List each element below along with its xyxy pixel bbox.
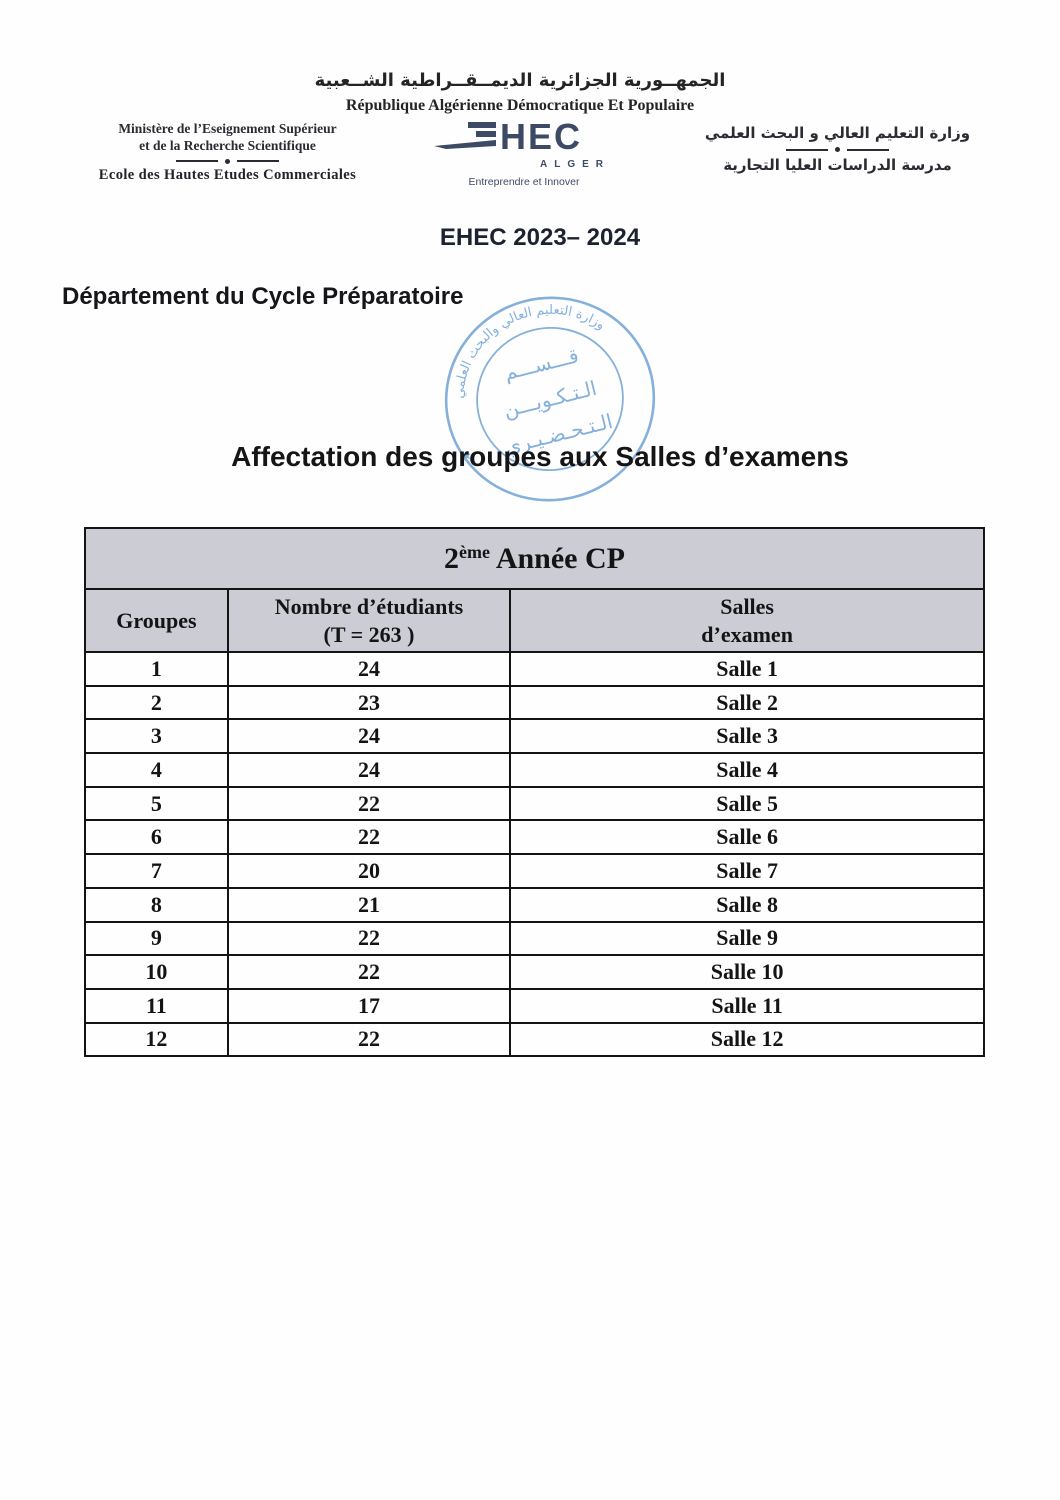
groupe-cell: 1 <box>84 651 229 687</box>
ministry-name-arabic: وزارة التعليم العالي و البحث العلمي <box>704 124 971 142</box>
logo-city-label: ALGER <box>540 159 610 170</box>
table-header-row: Groupes Nombre d’étudiants (T = 263 ) Sa… <box>84 588 985 653</box>
table-row: 12 22 Salle 12 <box>84 1021 985 1058</box>
nombre-cell: 22 <box>226 819 512 856</box>
table-title-row: 2ème Année CP <box>84 527 985 590</box>
table-row: 6 22 Salle 6 <box>84 819 985 856</box>
table-body: 1 24 Salle 1 2 23 Salle 2 3 24 Salle 3 4… <box>84 651 985 1058</box>
table-row: 4 24 Salle 4 <box>84 752 985 788</box>
official-stamp: وزارة التعليم العالي والبحث العلمي قـــس… <box>436 288 656 502</box>
groupe-cell: 10 <box>84 954 229 990</box>
department-title: Département du Cycle Préparatoire <box>62 283 464 310</box>
table-title: 2ème Année CP <box>84 527 985 590</box>
nombre-cell: 24 <box>226 752 512 788</box>
nombre-cell: 22 <box>226 954 512 990</box>
divider-dot <box>835 147 840 152</box>
table-row: 2 23 Salle 2 <box>84 684 985 721</box>
divider-line <box>176 160 218 163</box>
stamp-outer-ring <box>444 296 656 502</box>
ehec-logo-mark: HEC <box>434 116 582 157</box>
salle-cell: Salle 10 <box>509 954 985 990</box>
salle-cell: Salle 9 <box>509 920 985 957</box>
divider-dot <box>225 158 230 164</box>
table-row: 1 24 Salle 1 <box>84 651 985 687</box>
nombre-cell: 22 <box>226 1021 512 1058</box>
logo-text: HEC <box>500 116 582 157</box>
groupe-cell: 7 <box>84 853 229 889</box>
nombre-cell: 24 <box>226 651 512 687</box>
groupe-cell: 3 <box>84 718 229 755</box>
nombre-cell: 24 <box>226 718 512 755</box>
salle-cell: Salle 12 <box>509 1021 985 1058</box>
divider-line <box>847 148 889 151</box>
groupe-cell: 9 <box>84 920 229 957</box>
column-header-nombre: Nombre d’étudiants (T = 263 ) <box>226 588 512 653</box>
salle-cell: Salle 3 <box>509 718 985 755</box>
table-row: 8 21 Salle 8 <box>84 886 985 923</box>
logo-swoosh <box>434 140 496 149</box>
ministry-block-french: Ministère de l’Eseignement Supérieur et … <box>55 121 400 184</box>
decorative-divider <box>55 158 400 164</box>
stamp-center-line-1: قـــســـم <box>502 343 581 385</box>
nombre-cell: 21 <box>226 886 512 923</box>
school-name-french: Ecole des Hautes Etudes Commerciales <box>98 166 357 183</box>
ministry-block-arabic: وزارة التعليم العالي و البحث العلمي مدرس… <box>665 124 1010 174</box>
groupe-cell: 11 <box>84 987 229 1024</box>
column-header-groupes: Groupes <box>84 588 229 653</box>
salle-cell: Salle 7 <box>509 853 985 889</box>
salle-cell: Salle 5 <box>509 785 985 822</box>
school-name-arabic: مدرسة الدراسات العليا التجارية <box>723 156 952 174</box>
groupe-cell: 6 <box>84 819 229 856</box>
decorative-divider <box>665 147 1010 152</box>
logo-tagline: Entreprendre et Innover <box>468 176 580 188</box>
ehec-logo: HEC ALGER Entreprendre et Innover <box>424 116 624 188</box>
nombre-cell: 17 <box>226 987 512 1024</box>
assignment-table: 2ème Année CP Groupes Nombre d’étudiants… <box>84 527 985 1058</box>
table-row: 11 17 Salle 11 <box>84 987 985 1024</box>
groupe-cell: 4 <box>84 752 229 788</box>
salle-cell: Salle 1 <box>509 651 985 687</box>
table-row: 5 22 Salle 5 <box>84 785 985 822</box>
nombre-cell: 20 <box>226 853 512 889</box>
session-title: EHEC 2023– 2024 <box>439 224 641 251</box>
groupe-cell: 5 <box>84 785 229 822</box>
republic-title-arabic: الجمهــورية الجزائرية الديمــقــراطية ال… <box>314 70 726 91</box>
republic-title-french: République Algérienne Démocratique Et Po… <box>345 97 695 114</box>
salle-cell: Salle 4 <box>509 752 985 788</box>
ministry-line-2: et de la Recherche Scientifique <box>139 137 316 153</box>
column-header-salles: Salles d’examen <box>509 588 985 653</box>
divider-line <box>786 148 828 151</box>
salle-cell: Salle 6 <box>509 819 985 856</box>
groupe-cell: 12 <box>84 1021 229 1058</box>
nombre-cell: 22 <box>226 785 512 822</box>
table-row: 10 22 Salle 10 <box>84 954 985 990</box>
groupe-cell: 2 <box>84 684 229 721</box>
salle-cell: Salle 11 <box>509 987 985 1024</box>
page-title: Affectation des groupes aux Salles d’exa… <box>231 441 849 472</box>
divider-line <box>237 160 279 163</box>
salle-cell: Salle 2 <box>509 684 985 721</box>
table-row: 3 24 Salle 3 <box>84 718 985 755</box>
salle-cell: Salle 8 <box>509 886 985 923</box>
nombre-cell: 23 <box>226 684 512 721</box>
table-row: 7 20 Salle 7 <box>84 853 985 889</box>
nombre-cell: 22 <box>226 920 512 957</box>
ministry-line-1: Ministère de l’Eseignement Supérieur <box>118 121 337 136</box>
table-row: 9 22 Salle 9 <box>84 920 985 957</box>
stamp-center-line-2: الـتـكـويـــن <box>501 376 599 422</box>
groupe-cell: 8 <box>84 886 229 923</box>
